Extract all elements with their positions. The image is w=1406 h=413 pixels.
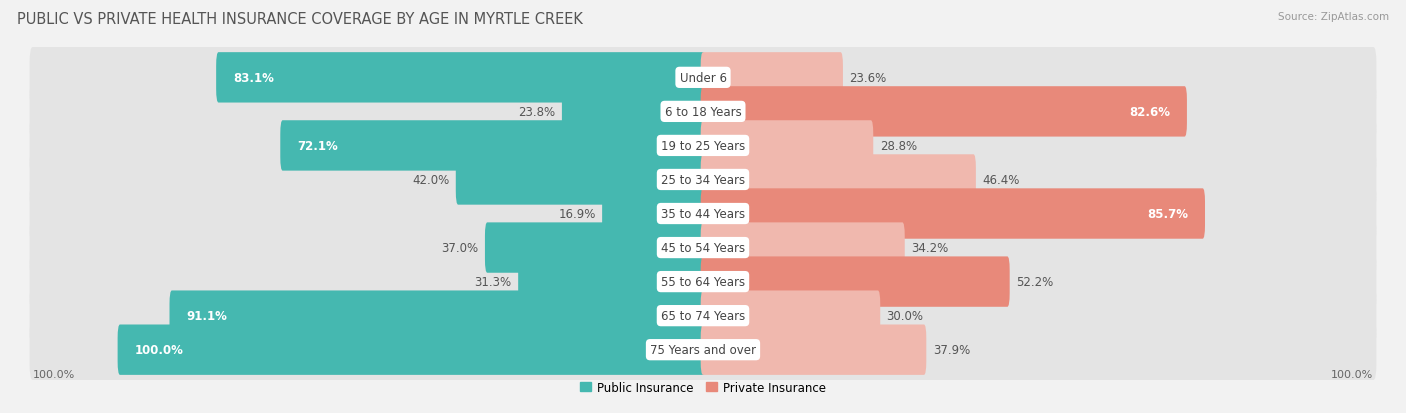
Text: Under 6: Under 6 bbox=[679, 72, 727, 85]
FancyBboxPatch shape bbox=[700, 87, 1187, 137]
Text: 23.8%: 23.8% bbox=[519, 106, 555, 119]
FancyBboxPatch shape bbox=[170, 291, 706, 341]
FancyBboxPatch shape bbox=[562, 87, 706, 137]
Text: 75 Years and over: 75 Years and over bbox=[650, 343, 756, 356]
FancyBboxPatch shape bbox=[217, 53, 706, 103]
Text: PUBLIC VS PRIVATE HEALTH INSURANCE COVERAGE BY AGE IN MYRTLE CREEK: PUBLIC VS PRIVATE HEALTH INSURANCE COVER… bbox=[17, 12, 582, 27]
Text: 30.0%: 30.0% bbox=[887, 309, 924, 323]
Text: 85.7%: 85.7% bbox=[1147, 207, 1188, 221]
FancyBboxPatch shape bbox=[30, 82, 1376, 142]
FancyBboxPatch shape bbox=[456, 155, 706, 205]
FancyBboxPatch shape bbox=[519, 257, 706, 307]
Text: 34.2%: 34.2% bbox=[911, 242, 949, 254]
FancyBboxPatch shape bbox=[280, 121, 706, 171]
FancyBboxPatch shape bbox=[700, 53, 844, 103]
FancyBboxPatch shape bbox=[30, 218, 1376, 278]
FancyBboxPatch shape bbox=[700, 325, 927, 375]
Text: 100.0%: 100.0% bbox=[1331, 369, 1374, 379]
Text: 42.0%: 42.0% bbox=[412, 173, 450, 187]
FancyBboxPatch shape bbox=[485, 223, 706, 273]
Text: 6 to 18 Years: 6 to 18 Years bbox=[665, 106, 741, 119]
Text: 72.1%: 72.1% bbox=[297, 140, 337, 152]
FancyBboxPatch shape bbox=[602, 189, 706, 239]
Text: 82.6%: 82.6% bbox=[1129, 106, 1170, 119]
FancyBboxPatch shape bbox=[700, 189, 1205, 239]
Text: 52.2%: 52.2% bbox=[1017, 275, 1053, 288]
Text: 35 to 44 Years: 35 to 44 Years bbox=[661, 207, 745, 221]
FancyBboxPatch shape bbox=[30, 320, 1376, 380]
Text: 16.9%: 16.9% bbox=[558, 207, 596, 221]
Legend: Public Insurance, Private Insurance: Public Insurance, Private Insurance bbox=[575, 376, 831, 399]
Text: Source: ZipAtlas.com: Source: ZipAtlas.com bbox=[1278, 12, 1389, 22]
Text: 37.0%: 37.0% bbox=[441, 242, 478, 254]
Text: 19 to 25 Years: 19 to 25 Years bbox=[661, 140, 745, 152]
Text: 100.0%: 100.0% bbox=[32, 369, 75, 379]
Text: 31.3%: 31.3% bbox=[475, 275, 512, 288]
FancyBboxPatch shape bbox=[700, 257, 1010, 307]
Text: 23.6%: 23.6% bbox=[849, 72, 887, 85]
FancyBboxPatch shape bbox=[700, 155, 976, 205]
FancyBboxPatch shape bbox=[30, 252, 1376, 312]
Text: 65 to 74 Years: 65 to 74 Years bbox=[661, 309, 745, 323]
FancyBboxPatch shape bbox=[30, 184, 1376, 244]
Text: 46.4%: 46.4% bbox=[983, 173, 1019, 187]
FancyBboxPatch shape bbox=[30, 116, 1376, 176]
FancyBboxPatch shape bbox=[30, 48, 1376, 108]
Text: 37.9%: 37.9% bbox=[932, 343, 970, 356]
Text: 83.1%: 83.1% bbox=[233, 72, 274, 85]
FancyBboxPatch shape bbox=[118, 325, 706, 375]
Text: 91.1%: 91.1% bbox=[187, 309, 228, 323]
Text: 25 to 34 Years: 25 to 34 Years bbox=[661, 173, 745, 187]
FancyBboxPatch shape bbox=[700, 223, 904, 273]
FancyBboxPatch shape bbox=[30, 150, 1376, 210]
FancyBboxPatch shape bbox=[700, 291, 880, 341]
FancyBboxPatch shape bbox=[700, 121, 873, 171]
Text: 45 to 54 Years: 45 to 54 Years bbox=[661, 242, 745, 254]
FancyBboxPatch shape bbox=[30, 286, 1376, 346]
Text: 28.8%: 28.8% bbox=[880, 140, 917, 152]
Text: 55 to 64 Years: 55 to 64 Years bbox=[661, 275, 745, 288]
Text: 100.0%: 100.0% bbox=[135, 343, 183, 356]
